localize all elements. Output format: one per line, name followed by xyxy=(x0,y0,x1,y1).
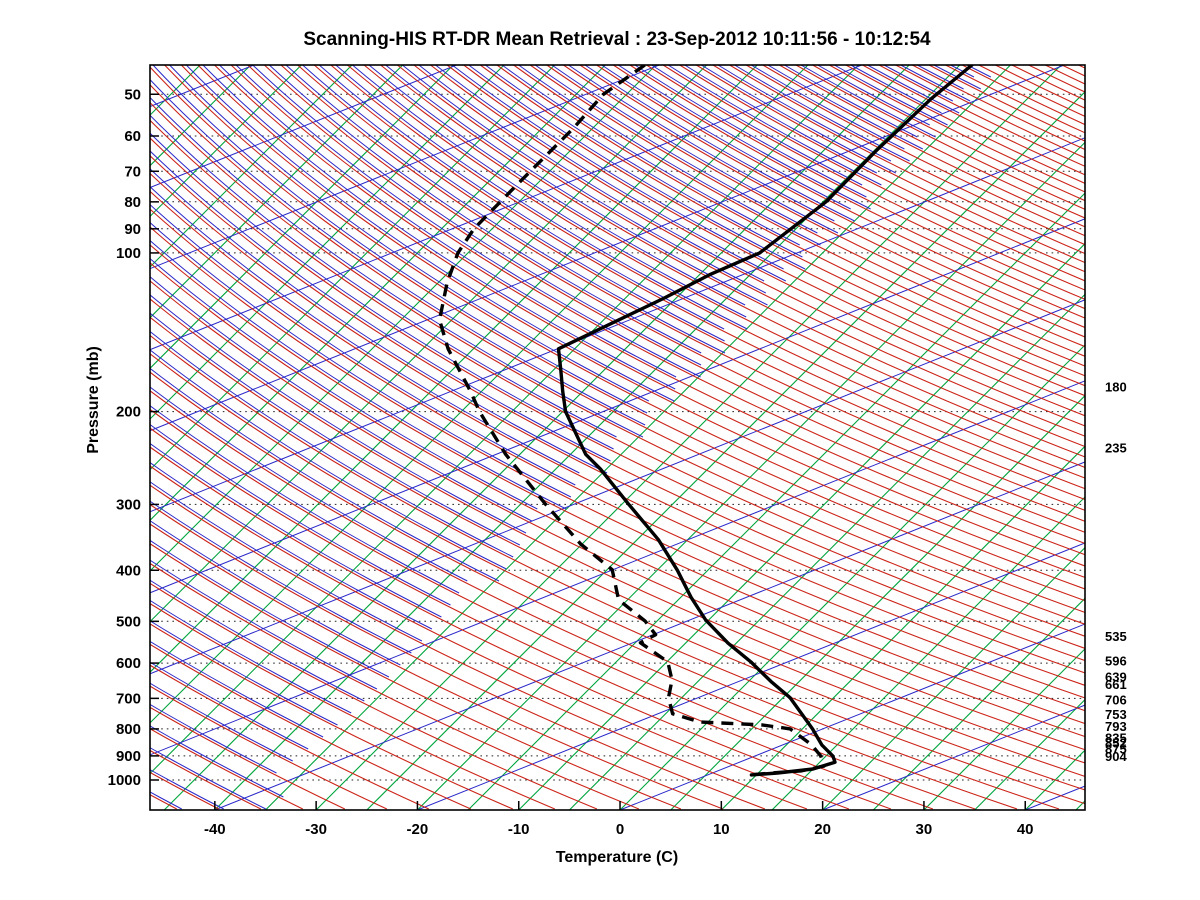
svg-text:700: 700 xyxy=(116,690,141,707)
svg-text:-40: -40 xyxy=(204,821,226,838)
svg-text:10: 10 xyxy=(713,821,730,838)
svg-text:-20: -20 xyxy=(407,821,429,838)
axis-ticks xyxy=(150,93,1026,810)
svg-text:835: 835 xyxy=(1105,731,1127,746)
svg-text:400: 400 xyxy=(116,562,141,579)
svg-text:904: 904 xyxy=(1105,749,1127,764)
isotherm-lines xyxy=(150,65,1085,810)
chart-title: Scanning-HIS RT-DR Mean Retrieval : 23-S… xyxy=(303,29,931,50)
dewpoint-profile xyxy=(437,65,826,777)
svg-text:300: 300 xyxy=(116,496,141,513)
svg-text:535: 535 xyxy=(1105,629,1127,644)
svg-text:793: 793 xyxy=(1105,719,1127,734)
svg-text:800: 800 xyxy=(116,721,141,738)
svg-text:50: 50 xyxy=(124,86,141,103)
pressure-tick-labels: 50 60 70 80 90 100 200 300 400 500 600 700 800 900 100… xyxy=(108,86,141,789)
dry-adiabat-lines xyxy=(150,65,1085,810)
svg-text:753: 753 xyxy=(1105,707,1127,722)
svg-text:-30: -30 xyxy=(305,821,327,838)
svg-text:-10: -10 xyxy=(508,821,530,838)
temperature-tick-labels: -40 -30 -20 -10 0 10 20 30 40 xyxy=(204,821,1034,838)
svg-text:661: 661 xyxy=(1105,677,1127,692)
svg-text:235: 235 xyxy=(1105,441,1127,456)
svg-text:639: 639 xyxy=(1105,670,1127,685)
svg-text:40: 40 xyxy=(1017,821,1034,838)
svg-text:852: 852 xyxy=(1105,735,1127,750)
temperature-profile xyxy=(556,65,974,777)
svg-text:20: 20 xyxy=(814,821,831,838)
y-axis-label: Pressure (mb) xyxy=(85,346,102,454)
svg-text:1000: 1000 xyxy=(108,772,141,789)
plot-border xyxy=(149,64,1086,811)
svg-text:200: 200 xyxy=(116,404,141,421)
moist-adiabat-overlay xyxy=(150,65,992,810)
x-axis-label: Temperature (C) xyxy=(556,849,678,866)
svg-text:706: 706 xyxy=(1105,692,1127,707)
svg-text:100: 100 xyxy=(116,245,141,262)
svg-text:30: 30 xyxy=(916,821,933,838)
svg-text:80: 80 xyxy=(124,194,141,211)
svg-text:600: 600 xyxy=(116,655,141,672)
svg-text:180: 180 xyxy=(1105,380,1127,395)
svg-text:596: 596 xyxy=(1105,654,1127,669)
svg-text:875: 875 xyxy=(1105,741,1127,756)
aux-moist-lines xyxy=(150,65,1085,810)
svg-text:70: 70 xyxy=(124,163,141,180)
svg-text:900: 900 xyxy=(116,748,141,765)
svg-text:0: 0 xyxy=(616,821,624,838)
svg-text:90: 90 xyxy=(124,221,141,238)
svg-text:60: 60 xyxy=(124,128,141,145)
svg-text:500: 500 xyxy=(116,613,141,630)
